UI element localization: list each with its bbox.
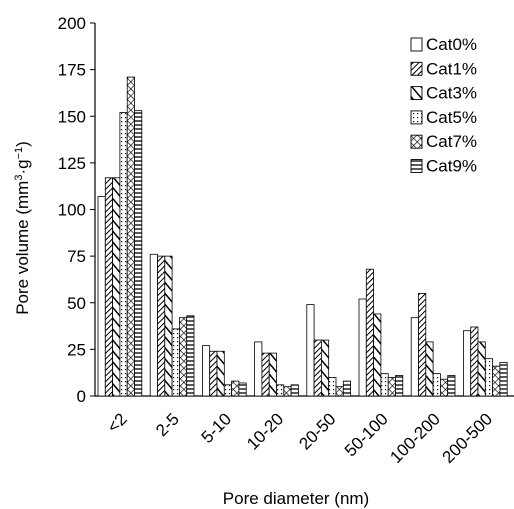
bar	[410, 317, 419, 397]
x-tick-label: 20-50	[295, 409, 339, 453]
bar	[313, 339, 322, 397]
bar	[231, 380, 240, 397]
bar	[342, 380, 351, 397]
bar	[290, 384, 299, 397]
bar	[97, 196, 106, 397]
bar	[306, 304, 315, 397]
x-tick-label: 200-500	[439, 409, 497, 467]
bar	[447, 375, 456, 397]
bars	[97, 76, 508, 397]
bar	[470, 326, 479, 397]
bar	[209, 350, 218, 397]
bar	[268, 352, 277, 397]
legend-label: Cat3%	[426, 84, 477, 103]
bar	[365, 268, 374, 397]
legend-label: Cat5%	[426, 108, 477, 127]
y-axis-title-sup2: −1	[13, 147, 25, 160]
bar	[201, 345, 211, 397]
bar	[276, 384, 285, 397]
bar	[119, 112, 128, 397]
y-tick-label: 100	[58, 201, 86, 220]
bar	[439, 378, 449, 397]
bar	[328, 376, 337, 397]
y-tick-label: 200	[58, 14, 86, 33]
legend-swatch	[410, 86, 423, 101]
y-tick-label: 175	[58, 61, 86, 80]
bar	[380, 373, 389, 397]
legend-swatch	[410, 134, 423, 149]
y-tick-label: 50	[67, 294, 86, 313]
y-tick-label: 75	[67, 247, 86, 266]
x-tick-label: <2	[104, 409, 131, 436]
y-axis-title-mid: ·g	[13, 159, 32, 174]
bar	[164, 255, 173, 397]
bar	[320, 339, 330, 397]
bar	[238, 382, 247, 397]
y-tick-label: 125	[58, 154, 86, 173]
y-tick-label: 150	[58, 107, 86, 126]
bar	[492, 365, 501, 397]
bar	[134, 110, 143, 397]
bar	[186, 315, 195, 397]
bar	[171, 328, 180, 397]
legend-label: Cat0%	[426, 35, 477, 54]
legend-swatch	[410, 110, 423, 125]
bar	[358, 298, 367, 397]
axes: 0 25 50 75 100 125 150 175 200	[58, 14, 514, 406]
bar	[216, 350, 225, 397]
x-tick-label: 5-10	[198, 409, 235, 446]
legend-swatch	[410, 159, 423, 173]
bar	[223, 384, 233, 397]
bar	[499, 362, 508, 397]
bar	[149, 253, 158, 397]
bar	[112, 177, 121, 397]
y-axis-title-suffix: )	[13, 141, 32, 147]
bar	[261, 352, 270, 397]
legend-label: Cat1%	[426, 59, 477, 78]
bar	[425, 341, 434, 397]
bar	[462, 330, 472, 397]
legend-swatch	[410, 37, 423, 52]
x-axis-title: Pore diameter (nm)	[223, 489, 369, 508]
bar	[254, 341, 263, 397]
bar	[432, 373, 441, 397]
bar	[126, 76, 135, 397]
x-tick-label: 100-200	[386, 409, 444, 467]
bar	[395, 375, 404, 397]
bar	[283, 386, 292, 397]
bar	[157, 255, 166, 397]
legend-swatch	[410, 61, 423, 76]
bar	[484, 358, 493, 397]
legend-label: Cat7%	[426, 132, 477, 151]
bar	[387, 376, 396, 397]
bar	[335, 386, 344, 397]
x-tick-label: 10-20	[243, 409, 287, 453]
bar	[418, 293, 427, 397]
legend-label: Cat9%	[426, 157, 477, 176]
y-tick-label: 0	[77, 387, 86, 406]
x-tick-label: 50-100	[341, 409, 392, 460]
bar	[104, 177, 114, 397]
y-axis-title: Pore volume (mm3·g−1)	[13, 141, 32, 315]
bar	[477, 341, 486, 397]
y-axis-title-sup1: 3	[13, 175, 25, 181]
legend: Cat0% Cat1% Cat3% Cat5% Cat7% Cat9%	[410, 35, 477, 176]
y-tick-label: 25	[67, 340, 86, 359]
bar	[178, 317, 188, 397]
bar	[373, 313, 382, 397]
x-tick-label: 2-5	[152, 409, 183, 440]
y-axis-title-prefix: Pore volume (mm	[13, 181, 32, 315]
